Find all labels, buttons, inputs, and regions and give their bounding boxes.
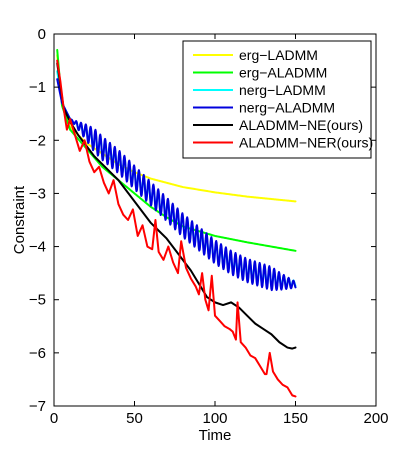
legend-label: nerg−LADMM [239, 82, 326, 98]
legend-box [182, 40, 372, 159]
x-tick-label: 50 [126, 410, 143, 427]
y-axis-label: Constraint [11, 185, 28, 254]
series-layer [56, 48, 297, 398]
y-tick-label: −1 [29, 79, 46, 96]
y-tick-label: −5 [29, 292, 46, 309]
ticks-layer: 0 50 100 150 200 0 −1 −2 −3 −4 −5 −6 −7 [29, 26, 389, 427]
y-tick-label: −6 [29, 345, 46, 362]
series-line-6 [56, 59, 297, 398]
x-tick-label: 150 [283, 410, 308, 427]
legend-label: ALADMM−NE(ours) [239, 117, 363, 133]
legend-label: nerg−ALADMM [239, 100, 335, 116]
y-tick-label: −3 [29, 185, 46, 202]
x-tick-label: 0 [50, 410, 58, 427]
y-tick-label: −7 [29, 398, 46, 415]
y-tick-label: −2 [29, 132, 46, 149]
legend-label: erg−LADMM [239, 47, 318, 63]
x-axis-label: Time [199, 427, 232, 444]
x-tick-label: 100 [202, 410, 227, 427]
series-line-5 [56, 62, 297, 350]
y-tick-label: −4 [29, 239, 46, 256]
legend-label: erg−ALADMM [239, 65, 327, 81]
series-line-4 [56, 78, 297, 292]
legend-label: ALADMM−NER(ours) [239, 135, 373, 151]
x-tick-label: 200 [363, 410, 388, 427]
y-tick-label: 0 [38, 26, 46, 43]
